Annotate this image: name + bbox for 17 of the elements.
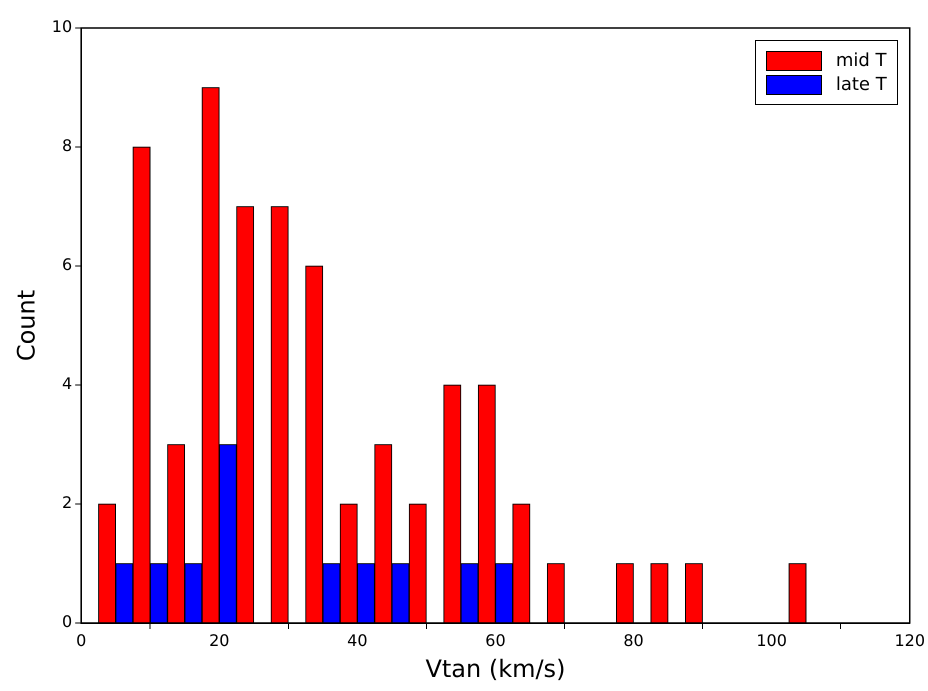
y-axis-title: Count bbox=[12, 290, 41, 362]
x-tick-label: 20 bbox=[209, 630, 230, 650]
y-tick-label: 6 bbox=[62, 255, 72, 274]
x-axis-title: Vtan (km/s) bbox=[425, 654, 566, 683]
x-tick-label: 100 bbox=[756, 630, 787, 650]
y-tick-label: 10 bbox=[52, 17, 72, 36]
y-tick-label: 4 bbox=[62, 374, 72, 394]
x-tick-label: 60 bbox=[485, 630, 506, 650]
y-tick-label: 0 bbox=[62, 612, 72, 632]
legend-label: mid T bbox=[836, 50, 887, 71]
x-tick-label: 0 bbox=[76, 630, 86, 650]
x-tick-label: 40 bbox=[347, 630, 368, 650]
legend-label: late T bbox=[836, 74, 887, 95]
x-tick-label: 120 bbox=[894, 630, 926, 650]
x-tick-label: 80 bbox=[623, 630, 644, 650]
y-tick-label: 2 bbox=[62, 493, 72, 512]
y-tick-label: 8 bbox=[62, 136, 72, 156]
